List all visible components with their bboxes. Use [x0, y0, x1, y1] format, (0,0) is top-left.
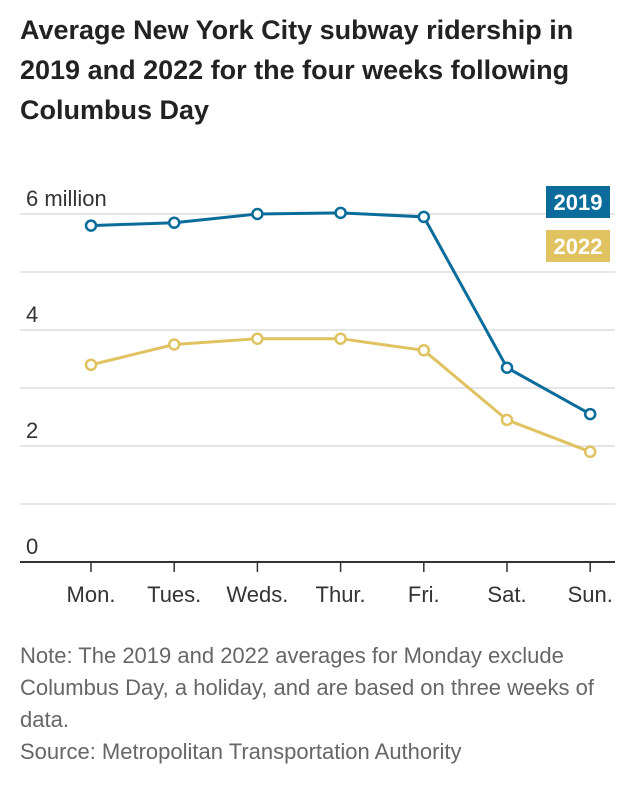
series-line: [90, 337, 591, 454]
chart-notes: Note: The 2019 and 2022 averages for Mon…: [20, 640, 620, 768]
gridlines: [20, 213, 615, 505]
legend-item: 2022: [546, 230, 610, 262]
x-tick-label: Tues.: [147, 582, 201, 607]
legend: 2019 2022: [546, 186, 610, 262]
y-tick-label: 2: [26, 418, 38, 443]
legend-swatch: [546, 230, 610, 262]
data-point: [251, 332, 264, 345]
x-tick-label: Weds.: [226, 582, 288, 607]
x-tick-label: Sun.: [568, 582, 613, 607]
data-point: [84, 219, 98, 232]
series-2019: [84, 206, 597, 421]
legend-label: 2022: [554, 234, 603, 259]
data-point: [583, 407, 597, 421]
x-tick-label: Sat.: [487, 582, 526, 607]
data-point: [251, 207, 264, 221]
series-2022: [84, 332, 597, 459]
x-tick-label: Mon.: [67, 582, 116, 607]
data-point: [417, 344, 431, 357]
line-chart: 0 2 4 6 million Mon. Tues. Weds. Thur. Fri. Sat.…: [20, 186, 615, 607]
chart-title: Average New York City subway ridership i…: [20, 15, 574, 125]
series-line: [90, 211, 591, 416]
data-point: [167, 338, 181, 351]
data-point: [417, 210, 431, 224]
data-point: [334, 332, 347, 345]
data-point: [583, 445, 597, 459]
legend-label: 2019: [554, 190, 603, 215]
data-point: [84, 358, 98, 372]
y-tick-label: 0: [26, 534, 38, 559]
legend-item: 2019: [546, 186, 610, 218]
data-point: [167, 216, 181, 229]
y-tick-label: 6 million: [26, 186, 107, 211]
source-text: Source: Metropolitan Transportation Auth…: [20, 739, 462, 764]
data-series: [84, 206, 597, 459]
y-tick-label: 4: [26, 302, 38, 327]
legend-swatch: [546, 186, 610, 218]
data-point: [500, 361, 514, 374]
y-axis-tick-labels: 0 2 4 6 million: [26, 186, 107, 559]
x-axis-tick-labels: Mon. Tues. Weds. Thur. Fri. Sat. Sun.: [67, 562, 613, 607]
note-text: Note: The 2019 and 2022 averages for Mon…: [20, 643, 594, 732]
x-tick-label: Thur.: [316, 582, 366, 607]
x-tick-label: Fri.: [408, 582, 440, 607]
data-point: [500, 413, 514, 427]
data-point: [334, 206, 347, 220]
